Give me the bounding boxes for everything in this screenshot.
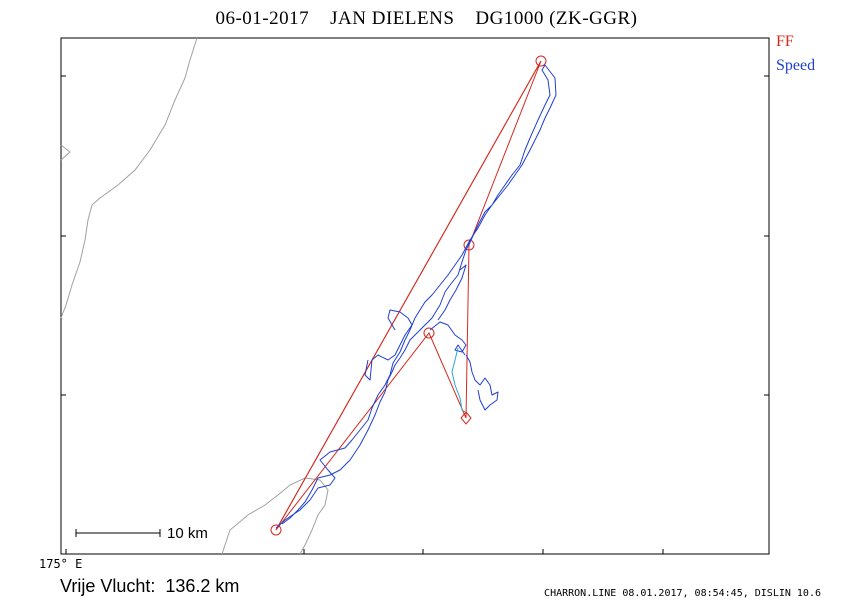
map-title: 06-01-2017 JAN DIELENS DG1000 (ZK-GGR) — [215, 8, 638, 29]
turnpoint-north — [535, 55, 547, 67]
longitude-label: 175° E — [39, 557, 83, 571]
map-ticks — [61, 75, 769, 554]
flight-track-light — [451, 347, 466, 413]
turnpoint-west — [423, 327, 435, 339]
turnpoint-start — [270, 524, 282, 536]
turnpoint-finish — [460, 411, 472, 425]
flight-track — [275, 64, 557, 529]
scale-bar-label: 10 km — [167, 525, 208, 542]
turnpoint-mid — [463, 239, 475, 251]
map-frame — [60, 37, 770, 555]
turnpoints — [270, 55, 547, 536]
ff-task-route — [275, 60, 542, 531]
distance-text: Vrije Vlucht: 136.2 km — [60, 576, 240, 596]
coastline — [60, 37, 329, 555]
legend-speed: Speed — [776, 57, 816, 74]
scale-bar — [75, 529, 161, 537]
footer-credit: CHARRON.LINE 08.01.2017, 08:54:45, DISLI… — [544, 588, 821, 599]
legend-ff: FF — [776, 33, 794, 50]
